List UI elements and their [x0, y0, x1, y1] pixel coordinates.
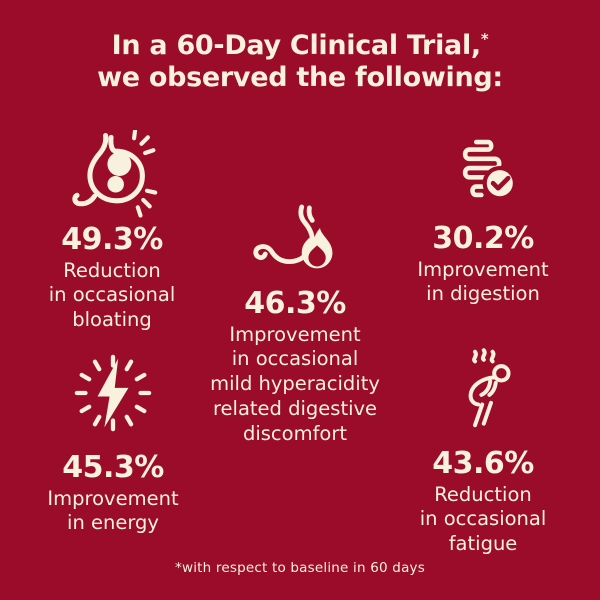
stat-group-bloating: 49.3% Reduction in occasional bloating [24, 128, 200, 333]
fatigue-person-icon [443, 347, 523, 430]
stat-label: Improvement in digestion [417, 257, 549, 306]
energy-bolt-icon [70, 350, 156, 436]
stat-group-fatigue: 43.6% Reduction in occasional fatigue [400, 347, 566, 557]
stat-value: 49.3% [61, 222, 163, 257]
stat-group-digestion: 30.2% Improvement in digestion [398, 137, 568, 307]
bloating-stomach-icon [64, 128, 160, 222]
stat-label: Reduction in occasional bloating [48, 258, 176, 332]
title-line-2: we observed the following: [97, 62, 503, 94]
stat-value: 46.3% [244, 286, 346, 321]
page-title: In a 60-Day Clinical Trial,* we observed… [0, 30, 600, 95]
footnote-asterisk: * [480, 30, 489, 48]
stat-group-hyperacidity: 46.3% Improvement in occasional mild hyp… [206, 203, 384, 447]
stat-group-energy: 45.3% Improvement in energy [32, 350, 194, 536]
stat-value: 43.6% [432, 446, 534, 481]
stat-label: Reduction in occasional fatigue [419, 482, 547, 556]
stat-label: Improvement in occasional mild hyperacid… [210, 322, 380, 446]
stat-value: 45.3% [62, 450, 164, 485]
hyperacidity-stomach-icon [247, 203, 343, 280]
digestion-check-icon [441, 137, 525, 221]
stat-value: 30.2% [432, 221, 534, 256]
stat-label: Improvement in energy [47, 486, 179, 535]
footnote: *with respect to baseline in 60 days [175, 560, 425, 576]
title-line-1: In a 60-Day Clinical Trial,* [111, 30, 489, 61]
